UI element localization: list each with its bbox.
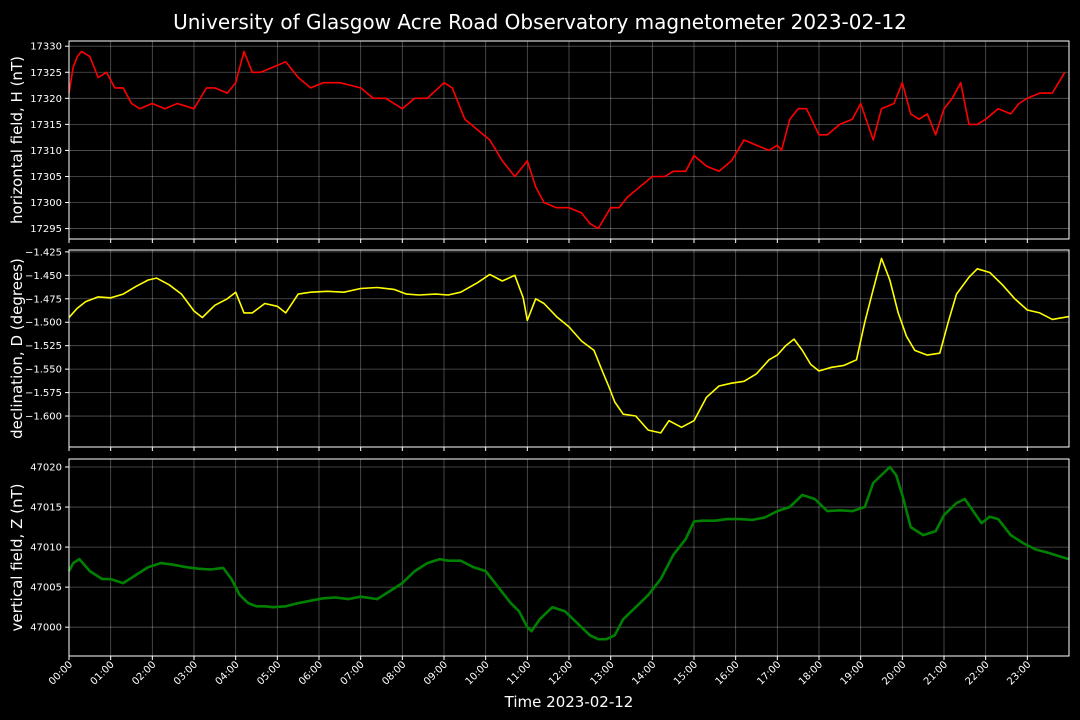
series-line-d — [68, 257, 1070, 434]
y-tick-label: 47000 — [30, 623, 62, 634]
panel-d: −1.600 −1.575 −1.550 −1.525 −1.500 −1.475 −1.4… — [8, 247, 1070, 451]
y-axis-label: vertical field, Z (nT) — [8, 483, 26, 631]
panel-h: 17295 17300 17305 17310 17315 17320 17325 17330… — [8, 40, 1070, 243]
y-tick-label: 17300 — [30, 198, 62, 209]
y-tick-label: 17325 — [30, 68, 62, 79]
y-tick-label: 17305 — [30, 172, 62, 183]
y-tick-label: 17315 — [30, 120, 62, 131]
y-tick-label: 17320 — [30, 94, 62, 105]
series-line-z — [67, 465, 1070, 641]
y-tick-label: 47010 — [30, 543, 62, 554]
chart-title: University of Glasgow Acre Road Observat… — [173, 10, 907, 34]
y-tick-label: −1.525 — [25, 341, 62, 352]
y-tick-label: −1.425 — [25, 247, 62, 258]
y-tick-label: −1.600 — [25, 412, 62, 423]
y-axis-label: declination, D (degrees) — [8, 258, 26, 439]
y-tick-label: 47005 — [30, 583, 62, 594]
panel-z: 47000 47005 47010 47015 47020 vertical field,… — [8, 458, 1070, 660]
panel-frame — [68, 458, 1070, 657]
x-axis-label: Time 2023-02-12 — [504, 693, 634, 711]
series-line-h — [68, 50, 1066, 230]
y-tick-label: −1.550 — [25, 365, 62, 376]
y-tick-label: 47020 — [30, 463, 62, 474]
y-tick-label: 17330 — [30, 42, 62, 53]
y-axis-label: horizontal field, H (nT) — [8, 56, 26, 224]
y-tick-label: −1.575 — [25, 388, 62, 399]
y-tick-label: −1.475 — [25, 294, 62, 305]
y-tick-label: 17295 — [30, 224, 62, 235]
panel-frame — [68, 40, 1070, 240]
y-tick-label: −1.500 — [25, 318, 62, 329]
panel-frame — [68, 249, 1070, 448]
y-tick-label: −1.450 — [25, 271, 62, 282]
y-tick-label: 17310 — [30, 146, 62, 157]
y-tick-label: 47015 — [30, 503, 62, 514]
